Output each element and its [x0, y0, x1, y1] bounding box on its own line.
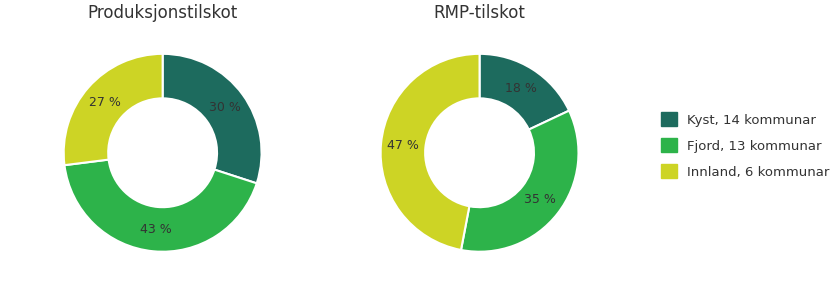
Text: 18 %: 18 %: [505, 81, 536, 95]
Wedge shape: [63, 54, 163, 165]
Wedge shape: [380, 54, 480, 250]
Legend: Kyst, 14 kommunar, Fjord, 13 kommunar, Innland, 6 kommunar: Kyst, 14 kommunar, Fjord, 13 kommunar, I…: [657, 108, 834, 183]
Wedge shape: [163, 54, 262, 183]
Text: 30 %: 30 %: [208, 101, 240, 114]
Wedge shape: [461, 111, 579, 252]
Text: 35 %: 35 %: [525, 193, 556, 206]
Title: RMP-tilskot: RMP-tilskot: [434, 4, 525, 22]
Wedge shape: [64, 159, 257, 252]
Text: 27 %: 27 %: [89, 95, 121, 109]
Text: 47 %: 47 %: [387, 139, 420, 152]
Text: 43 %: 43 %: [139, 223, 171, 236]
Title: Produksjonstilskot: Produksjonstilskot: [88, 4, 238, 22]
Wedge shape: [480, 54, 569, 129]
